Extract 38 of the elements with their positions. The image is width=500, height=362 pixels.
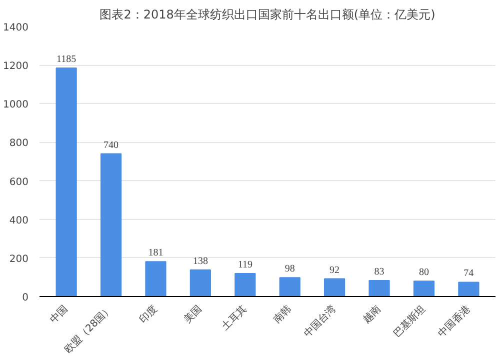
bar <box>368 280 390 296</box>
x-tick-label: 美国 <box>182 302 204 326</box>
y-tick-label: 1400 <box>3 22 29 34</box>
x-tick-label: 越南 <box>360 302 384 326</box>
bar <box>234 273 256 296</box>
data-label: 83 <box>374 266 384 278</box>
bar <box>324 278 346 296</box>
data-label: 138 <box>192 256 208 267</box>
y-tick-label: 200 <box>9 254 29 265</box>
y-tick-label: 1000 <box>3 100 29 111</box>
bar <box>145 261 166 296</box>
bar <box>100 153 122 296</box>
y-tick-label: 600 <box>9 176 29 188</box>
data-label: 740 <box>104 140 119 151</box>
x-tick-label: 中国 <box>48 302 70 326</box>
x-tick-label: 土耳其 <box>219 302 250 333</box>
x-tick-label: 南韩 <box>271 302 294 326</box>
bar <box>413 280 435 296</box>
x-tick-label: 印度 <box>136 302 160 326</box>
y-tick-label: 0 <box>22 292 29 304</box>
bar <box>279 277 300 296</box>
x-tick-label: 中国台湾 <box>302 302 338 340</box>
data-label: 74 <box>464 268 474 280</box>
data-label: 80 <box>418 267 429 278</box>
y-tick-label: 800 <box>9 138 29 150</box>
x-tick-label: 中国香港 <box>436 302 473 340</box>
bar <box>56 67 77 296</box>
data-label: 181 <box>148 248 164 259</box>
data-label: 1185 <box>56 54 76 65</box>
y-tick-label: 400 <box>9 215 29 226</box>
data-label: 98 <box>284 264 295 275</box>
chart-title: 图表2：2018年全球纺织出口国家前十名出口额(单位：亿美元) <box>100 8 436 22</box>
bar <box>458 282 480 296</box>
bar <box>190 269 211 296</box>
data-label: 92 <box>330 264 340 276</box>
x-tick-label: 巴基斯坦 <box>391 302 428 340</box>
data-label: 119 <box>238 260 252 271</box>
y-tick-label: 1200 <box>3 61 29 72</box>
